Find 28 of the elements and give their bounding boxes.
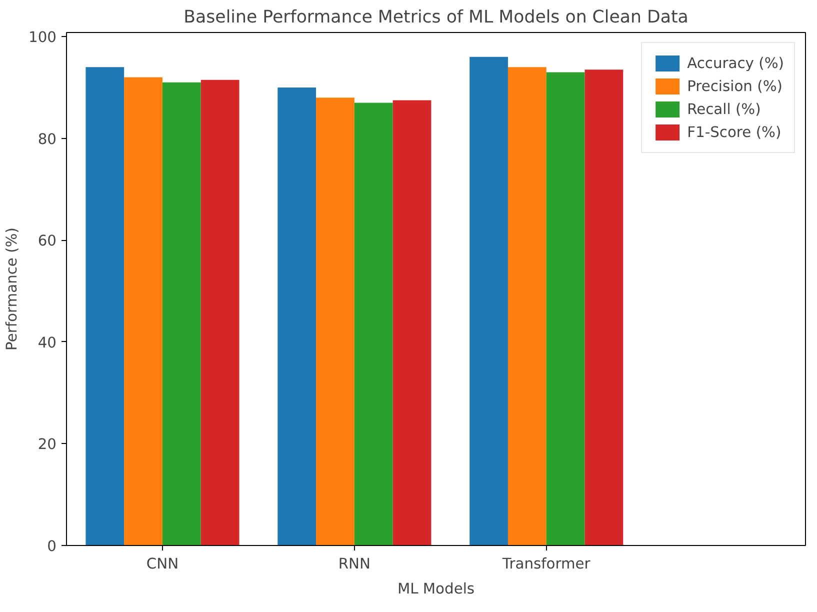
bar: [278, 87, 316, 546]
y-tick-label: 60: [38, 232, 57, 250]
legend-label: Recall (%): [687, 100, 761, 118]
bar: [200, 80, 240, 546]
y-tick-label: 40: [38, 334, 57, 352]
x-tick-label: Transformer: [501, 556, 592, 572]
bar: [354, 102, 393, 546]
y-axis-title: Performance (%): [4, 228, 21, 350]
legend-label: Precision (%): [687, 78, 782, 94]
bar: [584, 70, 624, 546]
bar: [124, 77, 162, 546]
x-tick-label: CNN: [146, 556, 179, 572]
chart-title: Baseline Performance Metrics of ML Models on Clean Data: [184, 8, 688, 28]
y-tick-label: 0: [47, 538, 57, 555]
bar: [546, 72, 585, 546]
bar: [470, 56, 508, 546]
y-tick-label: 20: [38, 436, 57, 454]
y-tick-label: 80: [38, 130, 57, 148]
bar: [392, 100, 432, 546]
bar: [316, 98, 354, 546]
bar: [162, 82, 201, 546]
x-axis-title: ML Models: [397, 580, 475, 598]
x-tick-label: RNN: [338, 556, 370, 572]
bar: [86, 67, 124, 546]
legend-label: Accuracy (%): [687, 54, 784, 72]
bar: [508, 67, 546, 546]
y-tick-label: 100: [28, 29, 57, 46]
legend-label: F1-Score (%): [687, 124, 782, 140]
